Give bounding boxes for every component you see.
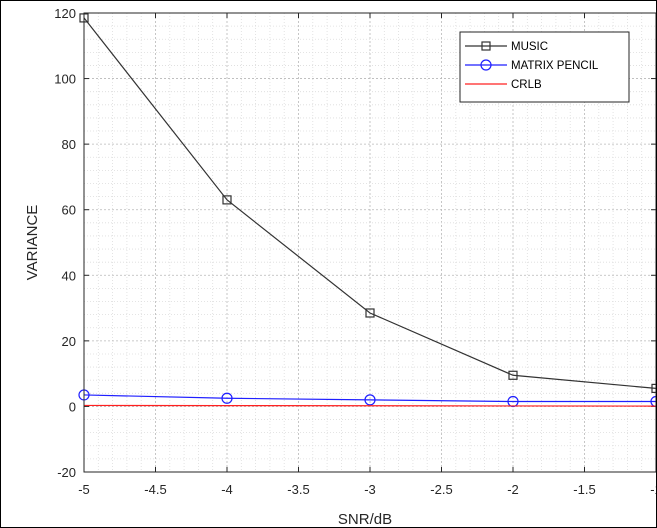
legend-entry-crlb: CRLB [465, 79, 542, 91]
y-tick-label: -20 [57, 465, 76, 480]
legend-box [459, 31, 630, 103]
data-point-music [508, 370, 518, 380]
y-tick-labels: -20 0 20 40 60 80 100 120 [54, 6, 76, 480]
data-point-matrix-pencil [650, 395, 656, 408]
data-point-music [651, 383, 656, 393]
y-tick-label: 120 [54, 6, 76, 21]
series-layer [78, 13, 656, 408]
x-tick-label: -4.5 [144, 482, 166, 497]
plot-box [83, 12, 656, 473]
y-tick-label: 0 [69, 399, 76, 414]
y-tick-label: 60 [62, 203, 76, 218]
legend-entry-music: MUSIC [465, 41, 548, 53]
x-tick-label: -5 [78, 482, 90, 497]
legend-marker-music [481, 41, 491, 51]
x-tick-label: -4 [221, 482, 233, 497]
x-tick-label: -1 [650, 482, 657, 497]
legend-label-crlb: CRLB [511, 79, 542, 91]
data-point-music [365, 308, 375, 318]
data-point-music [222, 195, 232, 205]
data-point-matrix-pencil [364, 394, 376, 406]
x-tick-label: -3 [364, 482, 376, 497]
grid [83, 12, 656, 473]
series-crlb [83, 404, 656, 407]
data-point-matrix-pencil [221, 392, 233, 404]
series-line-music [83, 17, 656, 389]
legend-label-music: MUSIC [511, 41, 548, 53]
legend-marker-matrix-pencil [480, 59, 492, 71]
y-tick-label: 100 [54, 72, 76, 87]
x-tick-label: -1.5 [573, 482, 595, 497]
series-music [79, 13, 656, 393]
series-line-matrix-pencil [83, 394, 656, 403]
legend: MUSIC MATRIX PENCIL CRLB [459, 31, 630, 103]
y-axis-label: VARIANCE [24, 205, 41, 281]
x-tick-label: -2 [507, 482, 519, 497]
y-tick-label: 40 [62, 268, 76, 283]
legend-entry-matrix-pencil: MATRIX PENCIL [465, 59, 599, 72]
y-tick-label: 20 [62, 334, 76, 349]
x-tick-label: -3.5 [287, 482, 309, 497]
legend-label-matrix-pencil: MATRIX PENCIL [511, 60, 599, 72]
series-matrix-pencil [78, 389, 656, 408]
series-line-crlb [83, 404, 656, 407]
x-axis-label: SNR/dB [338, 511, 392, 528]
x-tick-label: -2.5 [430, 482, 452, 497]
x-tick-labels: -5 -4.5 -4 -3.5 -3 -2.5 -2 -1.5 -1 [78, 482, 657, 497]
y-tick-label: 80 [62, 137, 76, 152]
